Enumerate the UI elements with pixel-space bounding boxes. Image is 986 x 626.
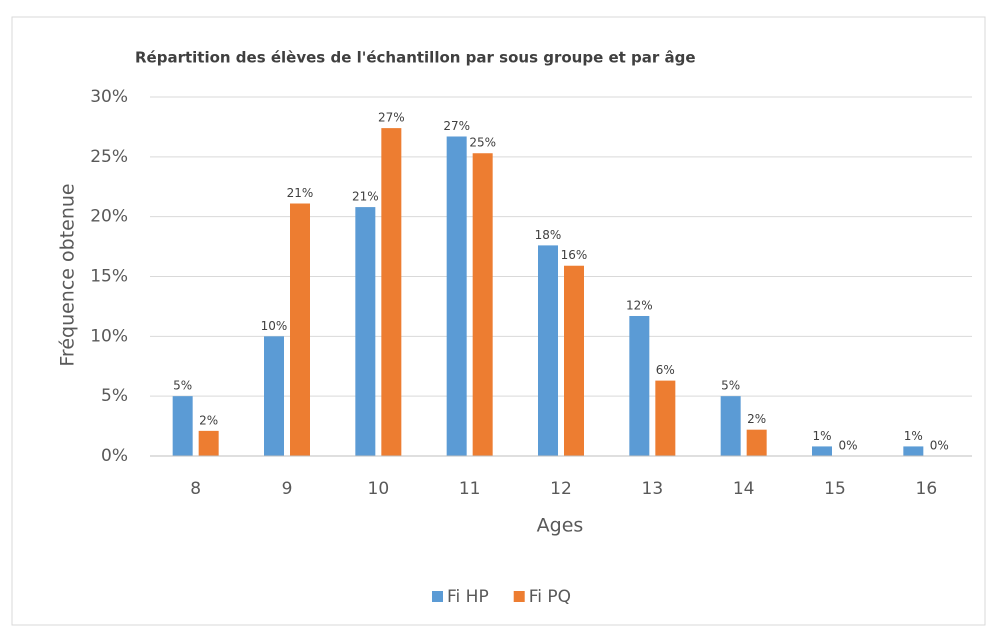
y-tick-label: 0% xyxy=(101,446,128,466)
value-label: 5% xyxy=(721,379,740,393)
y-tick-label: 30% xyxy=(90,87,128,107)
bar xyxy=(355,207,376,456)
bar xyxy=(629,315,650,456)
value-label: 1% xyxy=(812,429,831,443)
bar xyxy=(472,153,493,456)
chart-title: Répartition des élèves de l'échantillon … xyxy=(135,49,696,67)
bar xyxy=(290,203,310,456)
value-label: 21% xyxy=(287,186,314,200)
bar xyxy=(264,336,284,456)
legend-label: Fi HP xyxy=(447,587,489,607)
bar xyxy=(655,380,676,456)
x-tick-label: 16 xyxy=(916,479,938,499)
value-label: 6% xyxy=(656,363,675,377)
x-tick-label: 15 xyxy=(824,479,846,499)
bar xyxy=(172,396,193,456)
y-tick-label: 10% xyxy=(90,326,128,346)
y-tick-label: 25% xyxy=(90,147,128,167)
value-label: 10% xyxy=(261,319,288,333)
value-label: 2% xyxy=(747,412,766,426)
value-label: 0% xyxy=(838,439,857,453)
y-tick-label: 20% xyxy=(90,207,128,227)
value-label: 25% xyxy=(469,136,496,150)
bar xyxy=(720,396,741,456)
legend-swatch xyxy=(513,591,525,602)
bar xyxy=(812,446,832,456)
y-tick-label: 5% xyxy=(101,386,128,406)
x-tick-label: 8 xyxy=(190,479,201,499)
bar xyxy=(538,245,558,456)
value-label: 5% xyxy=(173,379,192,393)
legend-swatch xyxy=(432,591,443,602)
y-tick-label: 15% xyxy=(90,267,128,287)
value-label: 18% xyxy=(535,228,562,242)
x-tick-label: 13 xyxy=(642,479,664,499)
bar xyxy=(903,446,924,456)
x-axis-label: Ages xyxy=(537,515,584,537)
bar xyxy=(746,429,767,456)
bar xyxy=(446,136,467,457)
bar xyxy=(381,128,402,456)
value-label: 2% xyxy=(199,413,218,427)
bar xyxy=(198,430,219,456)
value-label: 16% xyxy=(561,248,588,262)
bar xyxy=(564,265,584,456)
value-label: 0% xyxy=(930,439,949,453)
x-tick-label: 11 xyxy=(459,479,481,499)
value-label: 27% xyxy=(378,111,405,125)
x-tick-label: 9 xyxy=(282,479,293,499)
value-label: 21% xyxy=(352,190,379,204)
value-label: 27% xyxy=(443,119,470,133)
x-tick-label: 12 xyxy=(550,479,572,499)
value-label: 1% xyxy=(904,429,923,443)
y-axis-label: Fréquence obtenue xyxy=(57,183,79,366)
x-tick-label: 10 xyxy=(368,479,390,499)
x-tick-label: 14 xyxy=(733,479,755,499)
value-label: 12% xyxy=(626,298,653,312)
legend-label: Fi PQ xyxy=(529,587,571,607)
chart-frame xyxy=(11,16,986,626)
